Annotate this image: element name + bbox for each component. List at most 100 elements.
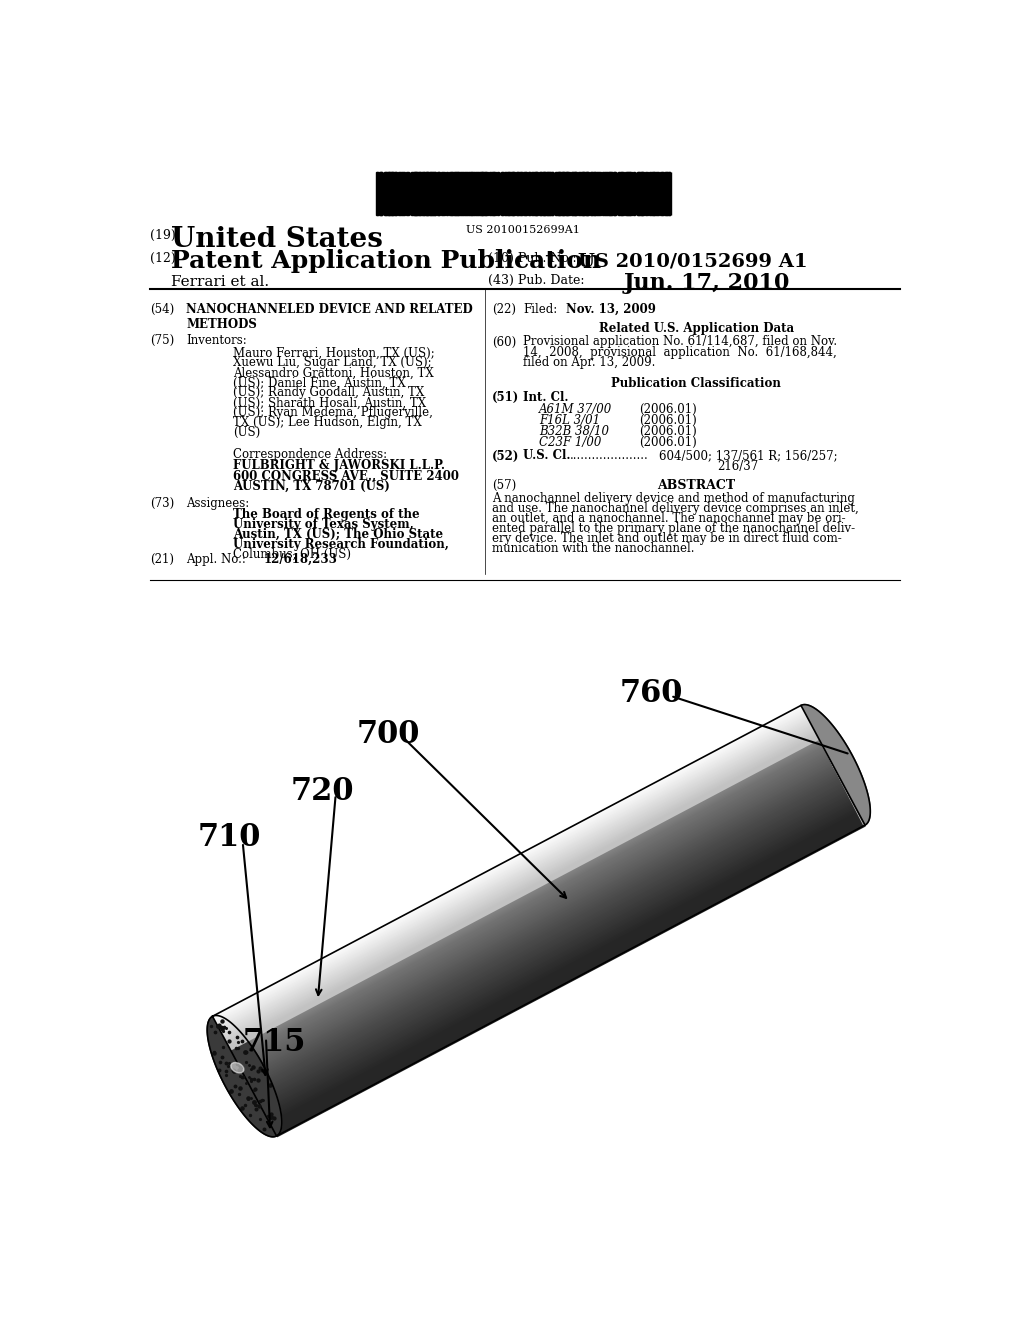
Bar (421, 173, 422, 215)
Text: ery device. The inlet and outlet may be in direct fluid com-: ery device. The inlet and outlet may be … (493, 532, 842, 545)
Polygon shape (819, 711, 833, 766)
Bar (548, 173, 551, 215)
Bar (640, 173, 642, 215)
Bar (594, 173, 595, 215)
Text: (22): (22) (493, 304, 516, 317)
Text: (2006.01): (2006.01) (640, 404, 697, 416)
Bar (495, 173, 496, 215)
Polygon shape (833, 766, 868, 822)
Bar (467, 173, 469, 215)
Text: Provisional application No. 61/114,687, filed on Nov.: Provisional application No. 61/114,687, … (523, 335, 838, 348)
Polygon shape (833, 766, 869, 820)
Bar (516, 173, 518, 215)
Text: (US): (US) (232, 426, 260, 440)
Polygon shape (810, 706, 833, 766)
Bar (399, 173, 400, 215)
Polygon shape (807, 705, 833, 766)
Bar (608, 173, 610, 215)
Text: (75): (75) (150, 334, 174, 347)
Bar (572, 173, 574, 215)
Polygon shape (833, 766, 869, 805)
Bar (445, 173, 447, 215)
Text: US 2010/0152699 A1: US 2010/0152699 A1 (578, 252, 807, 271)
Bar (419, 173, 421, 215)
Text: .....................: ..................... (569, 449, 648, 462)
Bar (479, 173, 482, 215)
Text: University of Texas System,: University of Texas System, (232, 517, 414, 531)
Text: ABSTRACT: ABSTRACT (657, 479, 735, 492)
Polygon shape (833, 766, 864, 783)
Text: Correspondence Address:: Correspondence Address: (232, 447, 387, 461)
Bar (418, 173, 420, 215)
Polygon shape (833, 766, 870, 817)
Bar (607, 173, 609, 215)
Polygon shape (801, 705, 833, 766)
Text: Alessandro Grattoni, Houston, TX: Alessandro Grattoni, Houston, TX (232, 367, 433, 379)
Bar (513, 173, 515, 215)
Bar (571, 173, 573, 215)
Text: FULBRIGHT & JAWORSKI L.L.P.: FULBRIGHT & JAWORSKI L.L.P. (232, 459, 444, 471)
Polygon shape (833, 756, 855, 766)
Polygon shape (833, 766, 870, 812)
Polygon shape (833, 725, 835, 766)
Polygon shape (830, 722, 833, 766)
Bar (464, 173, 465, 215)
Text: Patent Application Publication: Patent Application Publication (171, 249, 601, 273)
Text: Appl. No.:: Appl. No.: (186, 553, 246, 566)
Polygon shape (833, 738, 844, 766)
Text: F16L 3/01: F16L 3/01 (539, 414, 600, 428)
Bar (385, 173, 387, 215)
Polygon shape (833, 742, 846, 766)
Text: C23F 1/00: C23F 1/00 (539, 436, 601, 449)
Bar (387, 173, 389, 215)
Bar (380, 173, 382, 215)
Bar (465, 173, 466, 215)
Bar (424, 173, 427, 215)
Bar (653, 173, 654, 215)
Bar (492, 173, 494, 215)
Text: Int. Cl.: Int. Cl. (523, 391, 568, 404)
Bar (475, 173, 477, 215)
Bar (431, 173, 433, 215)
Bar (522, 173, 524, 215)
Bar (478, 173, 479, 215)
Bar (443, 173, 444, 215)
Polygon shape (833, 766, 870, 808)
Polygon shape (833, 733, 840, 766)
Bar (604, 173, 606, 215)
Polygon shape (833, 766, 866, 825)
Polygon shape (833, 747, 850, 766)
Bar (438, 173, 439, 215)
Polygon shape (833, 766, 863, 779)
Text: and use. The nanochannel delivery device comprises an inlet,: and use. The nanochannel delivery device… (493, 502, 859, 515)
Text: 700: 700 (356, 719, 420, 750)
Bar (524, 173, 526, 215)
Text: Publication Classification: Publication Classification (611, 378, 781, 391)
Bar (629, 173, 630, 215)
Polygon shape (817, 710, 833, 766)
Text: A nanochannel delivery device and method of manufacturing: A nanochannel delivery device and method… (493, 492, 855, 504)
Bar (535, 173, 537, 215)
Polygon shape (826, 718, 833, 766)
Polygon shape (806, 705, 833, 766)
Bar (477, 173, 478, 215)
Bar (578, 173, 580, 215)
Bar (649, 173, 650, 215)
Bar (393, 173, 396, 215)
Polygon shape (833, 766, 867, 825)
Text: (54): (54) (150, 304, 174, 317)
Text: (73): (73) (150, 498, 174, 511)
Text: TX (US); Lee Hudson, Elgin, TX: TX (US); Lee Hudson, Elgin, TX (232, 416, 421, 429)
Text: 604/500; 137/561 R; 156/257;: 604/500; 137/561 R; 156/257; (658, 449, 838, 462)
Polygon shape (833, 766, 870, 816)
Bar (426, 173, 428, 215)
Text: (US); Ryan Medema, Pflugerville,: (US); Ryan Medema, Pflugerville, (232, 407, 432, 420)
Text: (US); Randy Goodall, Austin, TX: (US); Randy Goodall, Austin, TX (232, 387, 424, 400)
Bar (457, 173, 458, 215)
Bar (449, 173, 450, 215)
Polygon shape (213, 1015, 282, 1137)
Bar (428, 173, 431, 215)
Bar (520, 173, 522, 215)
Text: Columbus, OH (US): Columbus, OH (US) (232, 548, 350, 561)
Polygon shape (815, 709, 833, 766)
